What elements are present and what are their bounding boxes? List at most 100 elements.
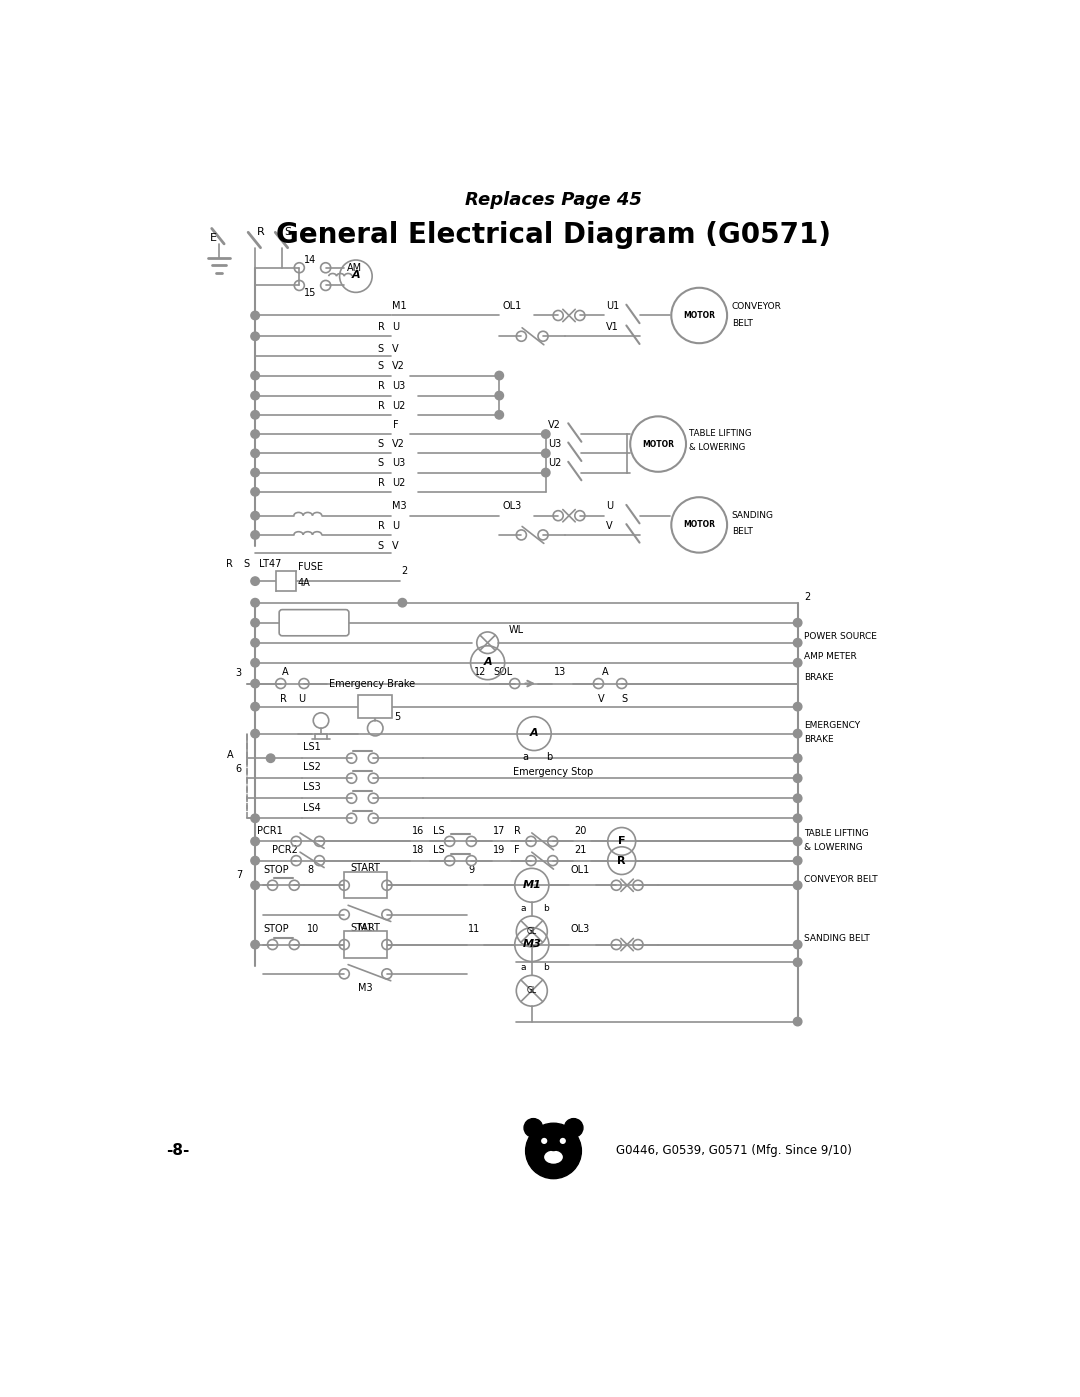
- Circle shape: [794, 619, 801, 627]
- Text: BRAKE: BRAKE: [804, 735, 834, 745]
- Text: OL1: OL1: [502, 302, 522, 312]
- Text: V: V: [392, 344, 399, 353]
- Text: LT47: LT47: [302, 617, 325, 627]
- Text: 5: 5: [394, 711, 401, 722]
- Text: R: R: [378, 521, 384, 531]
- Text: & LOWERING: & LOWERING: [804, 842, 863, 852]
- Text: -8-: -8-: [166, 1143, 189, 1158]
- Text: E: E: [210, 233, 216, 243]
- Text: 12: 12: [474, 666, 487, 678]
- Circle shape: [251, 619, 259, 627]
- Circle shape: [251, 430, 259, 439]
- Circle shape: [794, 658, 801, 666]
- Circle shape: [251, 703, 259, 711]
- Text: R: R: [280, 694, 287, 704]
- Circle shape: [251, 856, 259, 865]
- Text: LS2: LS2: [303, 763, 321, 773]
- Text: M3: M3: [357, 982, 373, 993]
- Circle shape: [794, 638, 801, 647]
- Text: A: A: [530, 728, 539, 738]
- Circle shape: [251, 598, 259, 606]
- Text: A: A: [602, 666, 608, 678]
- Circle shape: [251, 488, 259, 496]
- Circle shape: [251, 312, 259, 320]
- Text: PCR2: PCR2: [272, 845, 298, 855]
- Text: U2: U2: [392, 401, 406, 411]
- Text: MOTOR: MOTOR: [684, 312, 715, 320]
- Text: R: R: [378, 478, 384, 488]
- FancyBboxPatch shape: [279, 609, 349, 636]
- Text: BRAKE: BRAKE: [804, 673, 834, 682]
- Text: 9: 9: [469, 865, 474, 875]
- Circle shape: [251, 837, 259, 845]
- Text: General Electrical Diagram (G0571): General Electrical Diagram (G0571): [276, 221, 831, 249]
- Text: S: S: [378, 439, 383, 448]
- Text: S: S: [378, 362, 383, 372]
- Text: U: U: [606, 502, 613, 511]
- Text: R: R: [227, 559, 233, 569]
- Text: 16: 16: [411, 826, 424, 835]
- Text: AM: AM: [348, 263, 363, 272]
- Text: MOTOR: MOTOR: [684, 521, 715, 529]
- Text: PC: PC: [369, 697, 381, 707]
- Circle shape: [794, 703, 801, 711]
- Circle shape: [495, 391, 503, 400]
- Circle shape: [251, 531, 259, 539]
- Text: Replaces Page 45: Replaces Page 45: [465, 191, 642, 210]
- Circle shape: [251, 332, 259, 341]
- Circle shape: [267, 754, 275, 763]
- Text: F: F: [618, 837, 625, 847]
- Text: A: A: [282, 666, 288, 678]
- Text: R: R: [618, 855, 626, 866]
- Circle shape: [565, 1119, 583, 1137]
- Text: 6: 6: [235, 764, 242, 774]
- Text: & LOWERING: & LOWERING: [689, 443, 745, 451]
- Text: a: a: [521, 963, 526, 972]
- Circle shape: [251, 372, 259, 380]
- Circle shape: [251, 882, 259, 890]
- Text: V2: V2: [548, 420, 561, 430]
- Text: GL: GL: [527, 928, 537, 936]
- Text: V: V: [606, 521, 612, 531]
- Text: POWER SOURCE: POWER SOURCE: [804, 631, 877, 641]
- Text: GL: GL: [527, 986, 537, 995]
- Text: 15: 15: [303, 288, 316, 298]
- Circle shape: [251, 814, 259, 823]
- Circle shape: [794, 793, 801, 802]
- Text: F: F: [514, 845, 519, 855]
- Text: CONVEYOR BELT: CONVEYOR BELT: [804, 875, 877, 884]
- Text: LS1: LS1: [303, 742, 321, 753]
- Circle shape: [794, 940, 801, 949]
- Circle shape: [794, 729, 801, 738]
- Text: MOTOR: MOTOR: [643, 440, 674, 448]
- Text: S: S: [243, 559, 249, 569]
- Circle shape: [794, 1017, 801, 1025]
- Ellipse shape: [543, 1150, 564, 1165]
- Text: F: F: [393, 420, 399, 430]
- Text: V: V: [597, 694, 605, 704]
- Text: R: R: [257, 228, 265, 237]
- Text: R: R: [378, 381, 384, 391]
- Text: SANDING BELT: SANDING BELT: [804, 935, 869, 943]
- Text: LT47: LT47: [259, 559, 282, 569]
- Text: STOP: STOP: [262, 925, 288, 935]
- Text: Emergency Stop: Emergency Stop: [513, 767, 593, 777]
- Text: 10: 10: [307, 925, 320, 935]
- Text: START: START: [350, 863, 380, 873]
- Text: Emergency Brake: Emergency Brake: [328, 679, 415, 689]
- Circle shape: [251, 468, 259, 476]
- Text: 14: 14: [303, 256, 316, 265]
- Circle shape: [541, 1137, 548, 1144]
- Text: LS4: LS4: [303, 802, 321, 813]
- Circle shape: [524, 1119, 542, 1137]
- Ellipse shape: [550, 1146, 557, 1151]
- Text: OL1: OL1: [570, 865, 590, 875]
- Text: M1: M1: [357, 923, 373, 933]
- Text: CONVEYOR: CONVEYOR: [732, 302, 782, 310]
- Text: b: b: [543, 963, 549, 972]
- Text: R: R: [378, 401, 384, 411]
- Text: U: U: [392, 521, 400, 531]
- Text: R: R: [514, 826, 521, 835]
- Text: TABLE LIFTING: TABLE LIFTING: [689, 429, 752, 437]
- Text: SOL: SOL: [494, 666, 512, 678]
